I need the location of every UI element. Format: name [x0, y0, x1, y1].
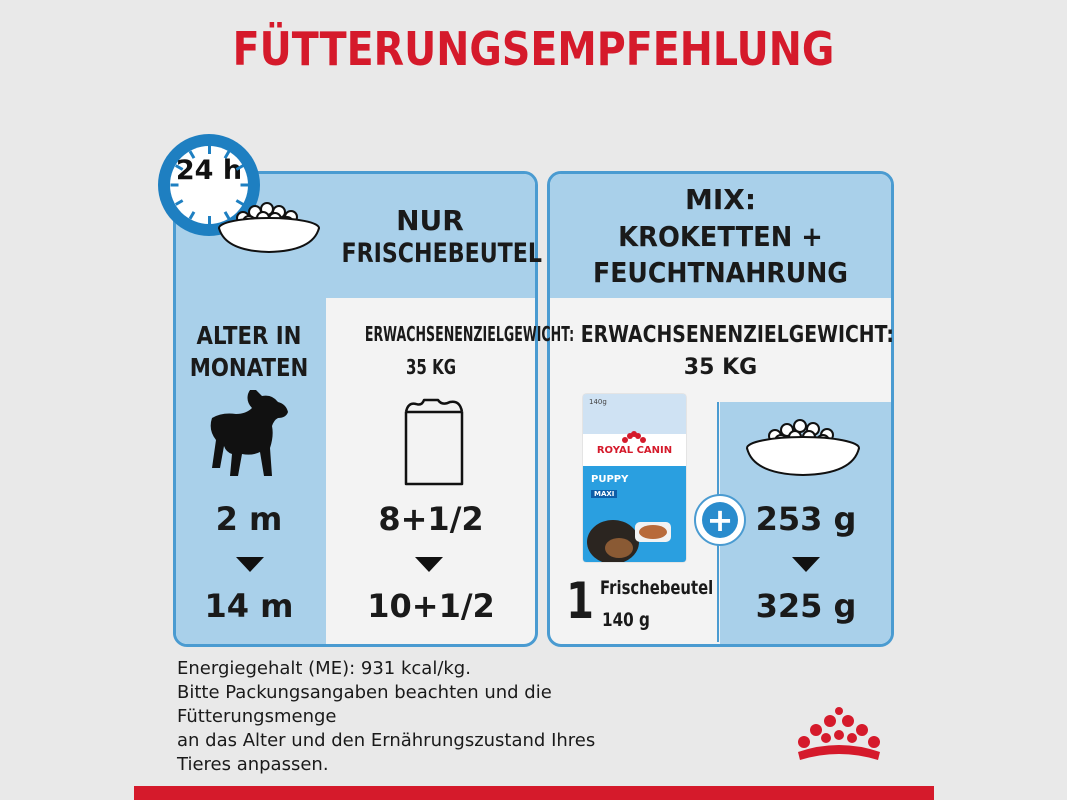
pouch-end: 10+1/2 [367, 587, 495, 625]
page-title: FÜTTERUNGSEMPFEHLUNG [232, 22, 835, 76]
age-arrow-icon [236, 557, 264, 572]
clock-tick [240, 183, 249, 187]
right-weight-label: ERWACHSENENZIELGEWICHT: [580, 322, 894, 348]
food-bowl-icon [218, 202, 320, 254]
pouch-start: 8+1/2 [378, 500, 484, 538]
pouch-weight-label: 140g [589, 398, 607, 406]
right-header-line-3: FEUCHTNAHRUNG [592, 256, 848, 289]
pouch-count-label: Frischebeutel [600, 577, 714, 599]
age-label-line-2: MONATEN [189, 353, 309, 382]
footer-line: Fütterungsmenge [177, 706, 337, 727]
pouch-icon [404, 398, 464, 486]
kibble-end: 325 g [755, 587, 857, 625]
plus-icon: + [694, 494, 746, 546]
left-header-line-2: FRISCHEBEUTEL [341, 238, 543, 269]
pouch-count: 1 [566, 572, 594, 630]
footer-line: an das Alter und den Ernährungszustand I… [177, 730, 596, 751]
royal-canin-crown-logo-icon [798, 707, 880, 760]
left-weight-label: ERWACHSENENZIELGEWICHT: [364, 322, 575, 346]
clock-tick [208, 216, 211, 224]
kibble-arrow-icon [792, 557, 820, 572]
brand-red-bar [134, 786, 934, 800]
left-weight-value: 35 KG [405, 355, 457, 379]
puppy-photo [587, 520, 671, 562]
kibble-start: 253 g [755, 500, 857, 538]
pouch-count-weight: 140 g [602, 609, 650, 631]
clock-icon: 24 h [158, 134, 260, 236]
footer-notes: Energiegehalt (ME): 931 kcal/kg. Bitte P… [177, 657, 737, 777]
age-end: 14 m [204, 587, 294, 625]
clock-tick [170, 183, 179, 187]
clock-label: 24 h [175, 155, 243, 186]
age-start: 2 m [215, 500, 283, 538]
pouch-product-name: PUPPY [591, 474, 629, 485]
footer-line: Energiegehalt (ME): 931 kcal/kg. [177, 658, 471, 679]
product-pouch-image: 140g ROYAL CANIN PUPPY MAXI [583, 394, 686, 562]
crown-logo-icon [622, 431, 646, 443]
age-label-line-1: ALTER IN [196, 321, 302, 350]
dog-icon [210, 390, 288, 476]
right-header-line-1: MIX: [684, 183, 757, 216]
left-header-line-1: NUR [396, 204, 464, 237]
food-bowl-icon [746, 419, 860, 477]
right-feeding-panel [547, 171, 894, 647]
clock-tick [208, 146, 211, 154]
pouch-brand: ROYAL CANIN [596, 445, 673, 456]
footer-line: Bitte Packungsangaben beachten und die [177, 682, 552, 703]
pouch-variant: MAXI [591, 490, 618, 498]
right-header-bg [550, 174, 891, 298]
right-header-line-2: KROKETTEN + [618, 220, 823, 253]
pouch-arrow-icon [415, 557, 443, 572]
footer-line: Tieres anpassen. [177, 754, 329, 775]
right-weight-value: 35 KG [683, 355, 758, 380]
